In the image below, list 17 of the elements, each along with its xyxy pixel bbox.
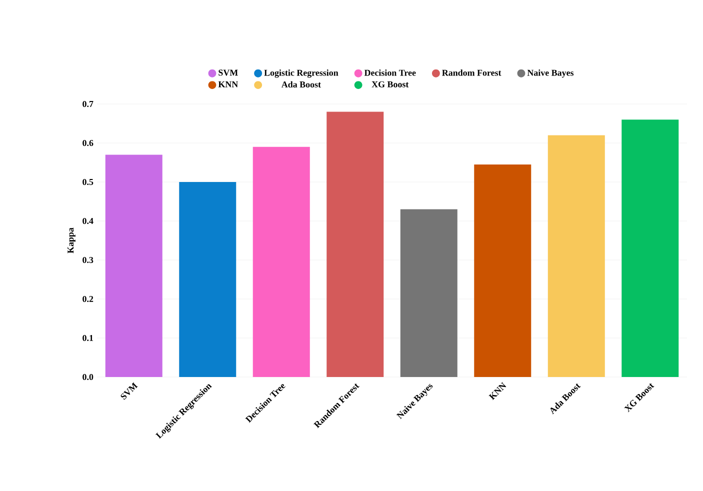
y-tick-label: 0.2: [82, 296, 94, 302]
legend-label: Naive Bayes: [527, 69, 574, 78]
y-tick-label: 0.3: [82, 256, 94, 264]
y-tick-label: 0.5: [82, 178, 94, 186]
legend-label: Logistic Regression: [264, 69, 338, 78]
y-tick-label: 0.4: [82, 218, 94, 224]
y-tick-label: 0.7: [82, 100, 94, 108]
legend-label: SVM: [218, 70, 238, 76]
legend-label: Decision Tree: [364, 69, 416, 76]
y-tick-label: 0.1: [82, 334, 94, 342]
y-axis-title: Kappa: [68, 228, 76, 254]
legend-label: KNN: [218, 81, 238, 88]
y-tick-label: 0.6: [82, 140, 94, 146]
y-tick-label: 0.0: [82, 374, 94, 380]
legend-label: Random Forest: [442, 69, 502, 76]
legend-label: XG Boost: [372, 81, 409, 88]
legend-label: Ada Boost: [281, 81, 321, 88]
